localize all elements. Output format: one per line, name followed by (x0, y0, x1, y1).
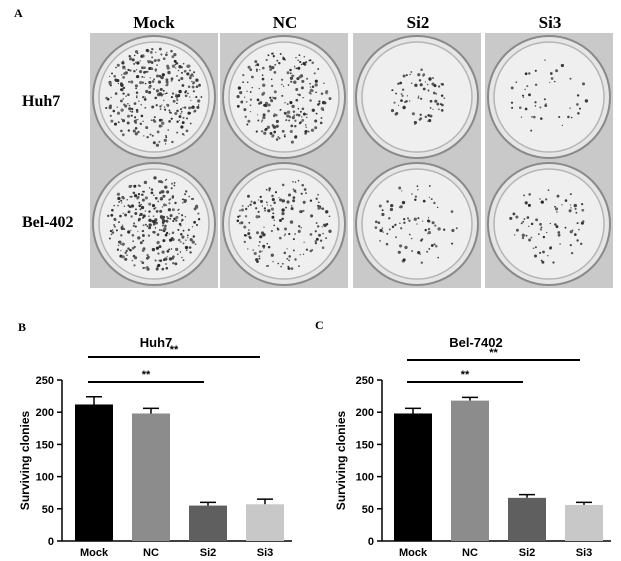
y-tick-label: 0 (368, 536, 374, 548)
y-tick-label: 150 (36, 439, 54, 451)
panel-letter-b: B (18, 320, 27, 334)
column-label-si2: Si2 (406, 13, 430, 32)
column-label-nc: NC (272, 13, 298, 32)
bar-si2 (189, 505, 227, 541)
y-tick-label: 150 (356, 439, 374, 451)
y-axis-label: Surviving clonies (334, 410, 348, 510)
column-label-mock: Mock (133, 13, 175, 32)
x-tick-label: NC (462, 547, 478, 559)
y-tick-label: 250 (36, 375, 54, 387)
chart-title: Huh7 (140, 335, 173, 350)
colony-plate-image (220, 160, 348, 288)
panel-letter-a: A (14, 6, 23, 20)
x-tick-label: Si3 (257, 547, 274, 559)
significance-label: ** (170, 344, 179, 356)
chart-title: Bel-7402 (449, 335, 502, 350)
x-tick-label: Si3 (576, 547, 593, 559)
significance-label: ** (461, 369, 470, 381)
column-label-si3: Si3 (538, 13, 562, 32)
y-tick-label: 50 (42, 504, 54, 516)
bar-si3 (246, 504, 284, 541)
bar-mock (75, 404, 113, 541)
y-tick-label: 100 (36, 472, 54, 484)
row-label-huh7: Huh7 (22, 93, 61, 110)
colony-plate-image (353, 160, 481, 288)
y-tick-label: 250 (356, 375, 374, 387)
y-axis-label: Surviving clonies (18, 410, 32, 510)
bar-nc (132, 413, 170, 541)
colony-plate-image (90, 33, 218, 161)
row-label-bel-402: Bel-402 (22, 214, 74, 231)
bar-si3 (565, 504, 603, 541)
colony-plate-image (90, 160, 218, 288)
y-tick-label: 0 (48, 536, 54, 548)
x-tick-label: Si2 (519, 547, 536, 559)
x-tick-label: Si2 (200, 547, 217, 559)
colony-plate-image (485, 160, 613, 288)
y-tick-label: 50 (362, 504, 374, 516)
significance-label: ** (142, 369, 151, 381)
colony-plate-image (485, 33, 613, 161)
y-tick-label: 200 (356, 407, 374, 419)
y-tick-label: 200 (36, 407, 54, 419)
significance-label: ** (489, 347, 498, 359)
x-tick-label: Mock (80, 547, 109, 559)
colony-plate-image (353, 33, 481, 161)
panel-letter-c: C (315, 318, 324, 332)
bar-mock (394, 413, 432, 541)
bar-si2 (508, 497, 546, 541)
x-tick-label: Mock (399, 547, 428, 559)
bar-nc (451, 400, 489, 541)
colony-plate-image (220, 33, 348, 161)
y-tick-label: 100 (356, 472, 374, 484)
x-tick-label: NC (143, 547, 159, 559)
